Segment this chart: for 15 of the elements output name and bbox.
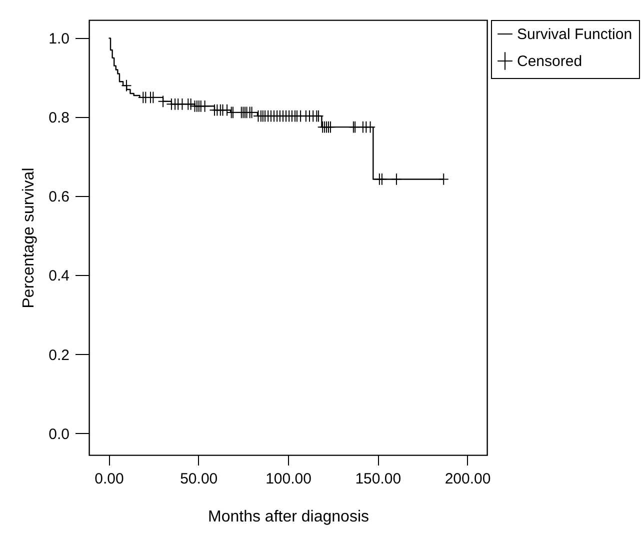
y-axis-title: Percentage survival [20, 168, 38, 308]
x-tick-label: 0.00 [94, 470, 124, 488]
y-tick-label: 0.2 [48, 346, 70, 364]
x-tick-label: 50.00 [180, 470, 218, 488]
y-tick-label: 0.6 [48, 188, 70, 206]
y-tick-label: 1.0 [48, 30, 70, 48]
y-tick-label: 0.8 [48, 110, 70, 127]
legend-label: Survival Function [517, 26, 632, 43]
y-tick-label: 0.4 [48, 268, 70, 285]
x-tick-label: 150.00 [355, 470, 402, 488]
x-tick-label: 100.00 [266, 470, 312, 488]
x-tick-label: 200.00 [444, 470, 491, 488]
y-tick-label: 0.0 [48, 426, 70, 443]
x-axis-title: Months after diagnosis [208, 508, 369, 526]
legend-label: Censored [517, 53, 582, 70]
